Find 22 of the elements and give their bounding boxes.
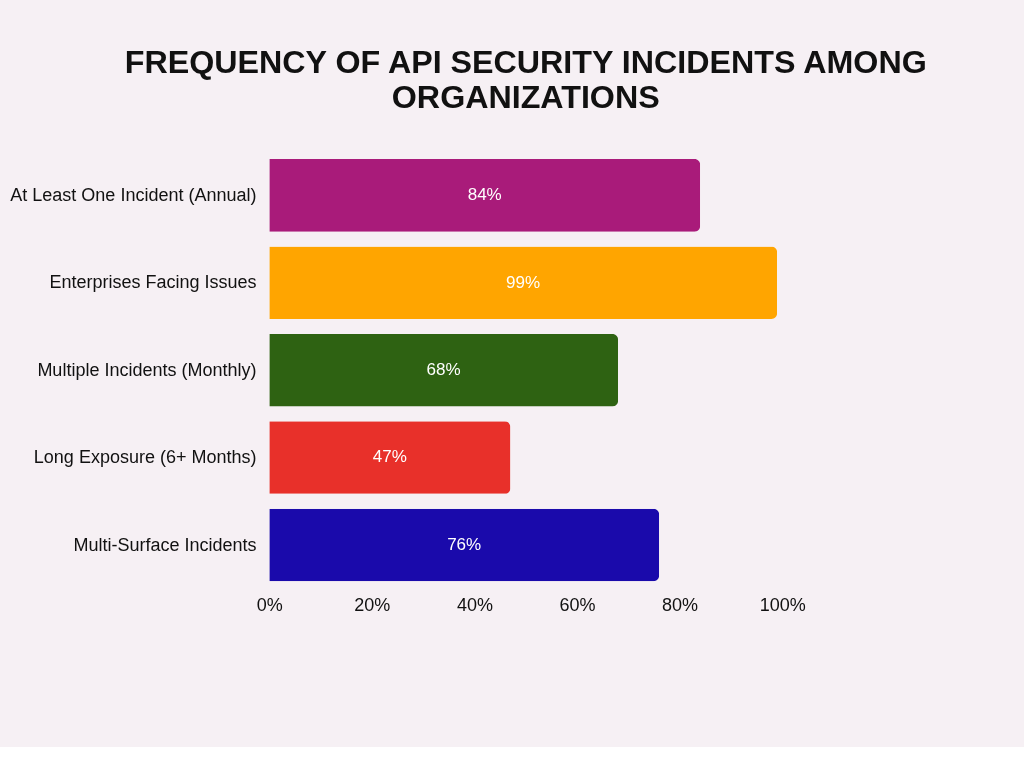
bar	[269, 246, 778, 320]
data-label: 47%	[372, 447, 407, 467]
data-label: 84%	[467, 185, 502, 205]
data-label: 68%	[426, 359, 461, 379]
y-tick-label: Enterprises Facing Issues	[49, 272, 257, 293]
bar	[269, 159, 701, 232]
y-tick-label: Long Exposure (6+ Months)	[33, 447, 257, 468]
bar	[269, 421, 511, 494]
x-tick-label: 0%	[256, 594, 283, 615]
bar	[269, 333, 619, 407]
x-tick-label: 20%	[354, 594, 391, 615]
data-label: 99%	[506, 272, 541, 292]
y-tick-label: Multi-Surface Incidents	[73, 534, 257, 555]
chart-title: FREQUENCY OF API SECURITY INCIDENTS AMONG ORGANIZATIONS	[124, 44, 927, 115]
y-tick-label: Multiple Incidents (Monthly)	[37, 359, 257, 380]
x-tick-label: 80%	[662, 594, 699, 615]
bar	[269, 508, 660, 582]
x-tick-label: 40%	[456, 594, 493, 615]
data-label: 76%	[447, 534, 482, 554]
x-tick-label: 60%	[559, 594, 596, 615]
x-tick-label: 100%	[759, 594, 806, 615]
y-tick-label: At Least One Incident (Annual)	[10, 185, 257, 206]
